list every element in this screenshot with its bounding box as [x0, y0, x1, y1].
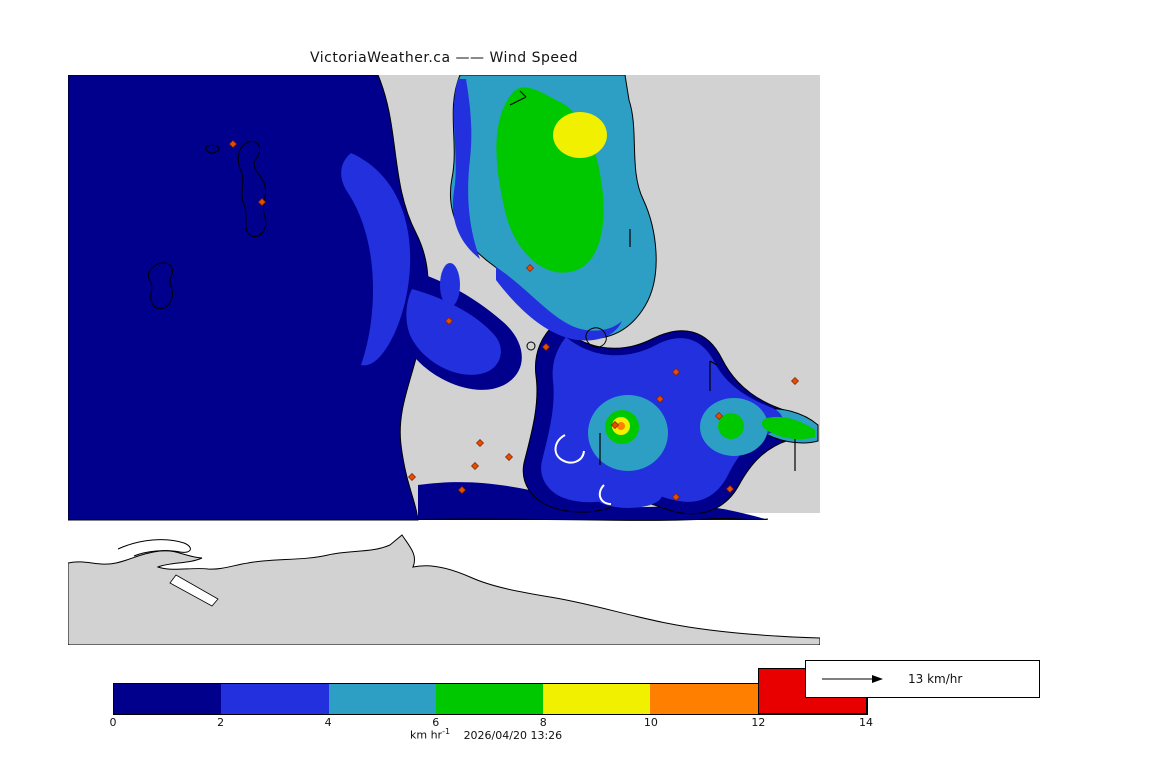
lakes-and-islands [147, 141, 607, 351]
tick-14: 14 [859, 716, 873, 729]
wind-vector-arrow-icon [822, 675, 883, 683]
colorbar-units: km hr-1 2026/04/20 13:26 [410, 727, 562, 742]
tick-8: 8 [539, 716, 547, 729]
tick-2: 2 [217, 716, 225, 729]
timestamp: 2026/04/20 13:26 [463, 728, 563, 742]
tick-10: 10 [643, 716, 658, 729]
colorbar-segment-10-12 [650, 684, 758, 714]
colorbar-segment-0-2 [114, 684, 222, 714]
river-inlet [169, 574, 219, 607]
colorbar [113, 668, 868, 715]
vector-legend-label: 13 km/hr [908, 672, 963, 686]
land-olympic-peninsula [68, 534, 820, 645]
units-label: km hr [410, 728, 443, 742]
units-exponent: -1 [442, 727, 451, 736]
wind-barbs [509, 90, 796, 471]
colorbar-segment-4-6 [328, 684, 436, 714]
station-markers [229, 140, 799, 501]
page-title: VictoriaWeather.ca —— Wind Speed [310, 50, 578, 66]
vector-legend: 13 km/hr [805, 660, 1040, 698]
wind-field [68, 75, 819, 521]
dungeness-spit-coastline [117, 539, 191, 557]
tick-6: 6 [432, 716, 440, 729]
tick-0: 0 [109, 716, 117, 729]
colorbar-ticks: 0 2 4 6 8 10 12 14 [109, 716, 874, 730]
colorbar-segment-6-8 [435, 684, 544, 714]
coast-spits [554, 434, 612, 505]
field-level-10-12 [617, 422, 625, 430]
wind-speed-map [68, 75, 820, 645]
tick-12: 12 [751, 716, 766, 729]
colorbar-segment-8-10 [543, 684, 651, 714]
tick-4: 4 [324, 716, 332, 729]
colorbar-segment-2-4 [221, 684, 329, 714]
